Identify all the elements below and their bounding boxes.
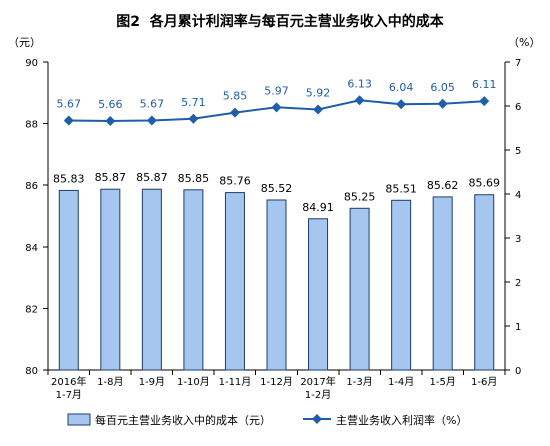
chart-title: 图2 各月累计利润率与每百元主营业务收入中的成本 (116, 13, 444, 30)
x-tick-label: 2016年 (51, 375, 86, 388)
line-point (63, 115, 74, 126)
bar (474, 194, 495, 371)
legend: 每百元主营业务收入中的成本（元） 主营业务收入利润率（%） (67, 413, 467, 427)
right-tick-label: 0 (515, 366, 521, 377)
bar-value-label: 85.51 (385, 182, 417, 195)
bar-value-label: 85.62 (427, 179, 459, 192)
legend-line-label: 主营业务收入利润率（%） (336, 413, 467, 427)
x-tick-label: 1-4月 (388, 376, 414, 388)
right-tick-label: 1 (515, 322, 521, 333)
bar (58, 189, 79, 371)
line-point (437, 98, 448, 109)
x-tick-label: 1-2月 (305, 389, 331, 401)
right-tick-label: 3 (515, 234, 521, 245)
line-value-label: 5.92 (306, 87, 331, 100)
line-value-label: 5.85 (223, 90, 248, 103)
bar (183, 189, 204, 371)
bar-value-label: 84.91 (302, 201, 334, 214)
left-tick-label: 88 (25, 120, 38, 131)
bar (224, 192, 245, 371)
bar (308, 218, 329, 371)
line-value-label: 5.67 (57, 98, 82, 111)
right-tick-label: 7 (515, 58, 521, 69)
bar-value-label: 85.83 (53, 172, 85, 185)
x-tick-label: 1-10月 (177, 376, 210, 388)
bar-value-label: 85.69 (468, 177, 500, 190)
x-tick-label: 2017年 (300, 375, 335, 388)
x-tick-label: 1-5月 (430, 376, 456, 388)
x-tick-label: 1-8月 (97, 376, 123, 388)
line-value-label: 6.04 (389, 81, 414, 94)
line-value-label: 6.13 (347, 77, 372, 90)
right-tick-label: 6 (515, 102, 521, 113)
bar-value-label: 85.85 (178, 172, 210, 185)
bar (349, 207, 370, 371)
x-tick-label: 1-11月 (219, 376, 252, 388)
left-axis-unit: （元） (8, 36, 41, 49)
line-point (479, 96, 490, 107)
x-tick-label: 1-7月 (56, 389, 82, 401)
line-value-label: 5.71 (181, 96, 206, 109)
line-value-label: 5.67 (140, 98, 165, 111)
line-point (396, 99, 407, 110)
bar-value-label: 85.25 (344, 190, 376, 203)
line-value-label: 5.66 (98, 98, 123, 111)
x-tick-label: 1-6月 (471, 376, 497, 388)
right-axis-unit: （%） (508, 36, 540, 49)
x-tick-label: 1-12月 (260, 376, 293, 388)
line-value-label: 6.11 (472, 78, 497, 91)
line-series: 5.67 5.66 5.67 5.71 5.85 5.97 5.92 6.13 6.04 6.05… (57, 77, 497, 126)
bar-value-label: 85.87 (136, 171, 168, 184)
line-point (354, 95, 365, 106)
left-tick-label: 90 (25, 58, 38, 69)
bar-value-label: 85.76 (219, 175, 251, 188)
right-tick-label: 5 (515, 146, 521, 157)
bar-value-label: 85.52 (261, 182, 293, 195)
line-point (105, 115, 116, 126)
bar (432, 196, 453, 371)
line-point (146, 115, 157, 126)
bar (141, 188, 162, 371)
axes: 80 82 84 86 88 90 0 1 2 3 4 5 6 7 (25, 58, 521, 377)
bar (100, 188, 121, 371)
left-tick-label: 84 (25, 243, 38, 254)
bar (391, 199, 412, 371)
line-point (229, 107, 240, 118)
left-tick-label: 80 (25, 366, 38, 377)
x-tick-label: 1-3月 (346, 376, 372, 388)
legend-bar-label: 每百元主营业务收入中的成本（元） (95, 413, 271, 427)
right-tick-label: 2 (515, 278, 521, 289)
line-point (271, 102, 282, 113)
left-tick-label: 82 (25, 304, 38, 315)
bar (266, 199, 287, 371)
line-value-label: 5.97 (264, 84, 289, 97)
line-point (313, 104, 324, 115)
x-tick-label: 1-9月 (139, 376, 165, 388)
bar-value-label: 85.87 (95, 171, 127, 184)
line-value-label: 6.05 (430, 81, 455, 94)
bar-series: 85.83 85.87 85.87 85.85 85.76 85.52 84.91 85.25… (53, 171, 500, 371)
legend-line-marker (312, 414, 322, 424)
right-tick-label: 4 (515, 190, 521, 201)
left-tick-label: 86 (25, 181, 38, 192)
legend-bar-swatch (67, 413, 91, 426)
line-point (188, 113, 199, 124)
